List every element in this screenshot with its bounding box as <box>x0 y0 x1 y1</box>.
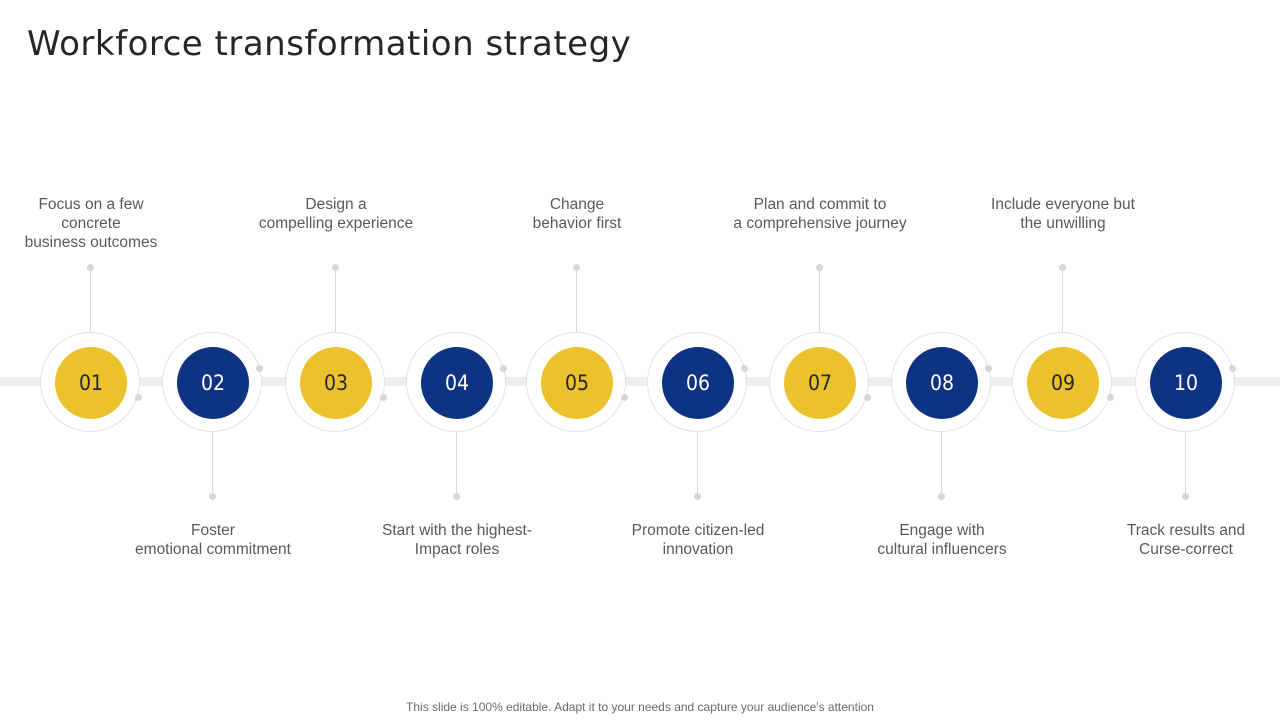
caption-line: a comprehensive journey <box>733 215 907 232</box>
connector-end-dot <box>1059 264 1066 271</box>
timeline-track <box>0 377 1280 386</box>
connector-line <box>576 268 577 333</box>
connector-line <box>335 268 336 333</box>
step-number-badge: 10 <box>1150 347 1222 419</box>
caption-line: Promote citizen-led <box>631 522 765 539</box>
caption-line: Impact roles <box>414 541 500 558</box>
ring-dot <box>985 365 992 372</box>
connector-line <box>1062 268 1063 333</box>
caption-line: Change <box>549 196 605 213</box>
ring-dot <box>864 394 871 401</box>
caption-line: behavior first <box>532 215 622 232</box>
step-number-badge: 01 <box>55 347 127 419</box>
caption-line: the unwilling <box>1020 215 1106 232</box>
caption-line: innovation <box>662 541 734 558</box>
ring-dot <box>621 394 628 401</box>
step-number-badge: 03 <box>300 347 372 419</box>
step-caption: Foster emotional commitment <box>103 521 323 559</box>
step-number-badge: 07 <box>784 347 856 419</box>
caption-line: Focus on a few <box>38 196 144 213</box>
step-caption: Promote citizen-led innovation <box>588 521 808 559</box>
step-caption: Include everyone but the unwilling <box>953 195 1173 233</box>
caption-line: emotional commitment <box>135 541 291 558</box>
page-title: Workforce transformation strategy <box>27 24 632 64</box>
step-number-badge: 09 <box>1027 347 1099 419</box>
connector-line <box>697 432 698 497</box>
step-number-badge: 06 <box>662 347 734 419</box>
connector-line <box>819 268 820 333</box>
step-caption: Design a compelling experience <box>226 195 446 233</box>
caption-line: Start with the highest- <box>382 522 532 539</box>
ring-dot <box>1107 394 1114 401</box>
footer-note: This slide is 100% editable. Adapt it to… <box>406 700 874 714</box>
ring-dot <box>1229 365 1236 372</box>
caption-line: Curse-correct <box>1139 541 1233 558</box>
connector-end-dot <box>332 264 339 271</box>
ring-dot <box>256 365 263 372</box>
step-caption: Start with the highest- Impact roles <box>347 521 567 559</box>
caption-line: Engage with <box>899 522 985 539</box>
connector-line <box>90 268 91 333</box>
ring-dot <box>135 394 142 401</box>
caption-line: compelling experience <box>258 215 414 232</box>
step-number-badge: 04 <box>421 347 493 419</box>
ring-dot <box>741 365 748 372</box>
step-number-badge: 05 <box>541 347 613 419</box>
step-number-badge: 08 <box>906 347 978 419</box>
ring-dot <box>380 394 387 401</box>
caption-line: Plan and commit to <box>753 196 887 213</box>
step-caption: Plan and commit to a comprehensive journ… <box>710 195 930 233</box>
caption-line: Track results and <box>1126 522 1246 539</box>
step-caption: Track results and Curse-correct <box>1076 521 1280 559</box>
step-caption: Change behavior first <box>467 195 687 233</box>
connector-end-dot <box>87 264 94 271</box>
connector-line <box>941 432 942 497</box>
connector-line <box>456 432 457 497</box>
caption-line: Foster <box>191 522 235 539</box>
ring-dot <box>500 365 507 372</box>
step-number-badge: 02 <box>177 347 249 419</box>
step-caption: Focus on a few concrete business outcome… <box>0 195 201 252</box>
caption-line: concrete <box>61 215 121 232</box>
connector-line <box>212 432 213 497</box>
caption-line: business outcomes <box>24 234 158 251</box>
caption-line: Include everyone but <box>991 196 1135 213</box>
caption-line: Design a <box>305 196 367 213</box>
connector-line <box>1185 432 1186 497</box>
step-caption: Engage with cultural influencers <box>832 521 1052 559</box>
connector-end-dot <box>816 264 823 271</box>
caption-line: cultural influencers <box>877 541 1007 558</box>
connector-end-dot <box>573 264 580 271</box>
